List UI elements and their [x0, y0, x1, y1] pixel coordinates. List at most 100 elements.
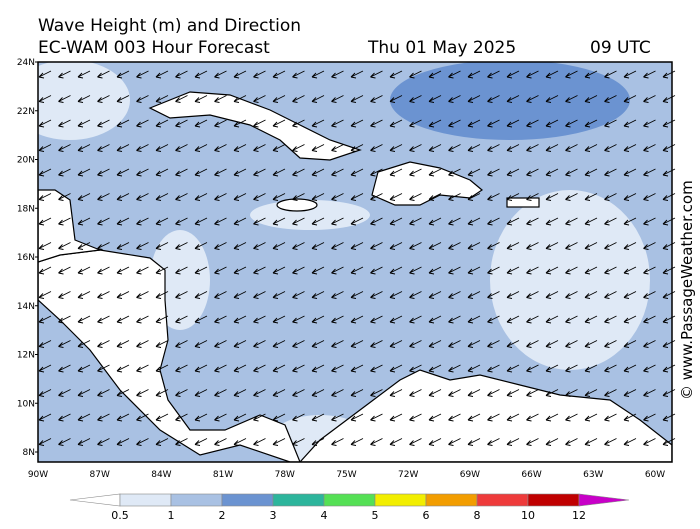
- arrow: [272, 389, 286, 397]
- colorbar-label: 1: [168, 509, 175, 522]
- arrow: [604, 144, 617, 152]
- arrow: [370, 364, 383, 373]
- arrow: [97, 266, 110, 275]
- arrow: [155, 70, 169, 79]
- arrow: [428, 389, 442, 397]
- arrow: [389, 95, 403, 103]
- arrow: [253, 144, 266, 152]
- arrow: [77, 291, 91, 299]
- arrow: [409, 193, 422, 201]
- arrow: [389, 438, 403, 446]
- arrow: [428, 315, 442, 324]
- arrow: [487, 266, 500, 275]
- arrow: [233, 413, 247, 422]
- arrow: [604, 193, 617, 201]
- colorbar-label: 4: [321, 509, 328, 522]
- arrow: [233, 95, 247, 103]
- lon-label: 63W: [583, 470, 603, 480]
- lat-label: 14N: [17, 302, 35, 312]
- arrow: [662, 389, 676, 397]
- arrow: [584, 315, 598, 324]
- arrow: [389, 340, 403, 348]
- arrow: [428, 217, 442, 226]
- arrow: [116, 242, 130, 250]
- arrow: [233, 242, 247, 250]
- arrow: [77, 193, 91, 201]
- arrow: [38, 242, 52, 250]
- arrow: [584, 70, 598, 79]
- arrow: [155, 119, 169, 128]
- arrow: [448, 168, 461, 177]
- arrow: [428, 70, 442, 79]
- arrow: [467, 70, 481, 79]
- arrow: [526, 340, 539, 348]
- arrow: [136, 95, 149, 103]
- arrow: [214, 340, 227, 348]
- colorbar-bin: [527, 493, 580, 507]
- arrow: [662, 119, 676, 128]
- arrow: [233, 266, 247, 275]
- arrow: [545, 364, 559, 373]
- arrow: [311, 242, 325, 250]
- arrow: [194, 168, 208, 177]
- arrow: [311, 266, 325, 275]
- lat-label: 8N: [23, 448, 35, 458]
- arrow: [194, 95, 208, 103]
- arrow: [350, 438, 364, 446]
- arrow: [623, 340, 637, 348]
- arrow: [38, 95, 52, 103]
- arrow: [487, 315, 500, 324]
- arrow: [643, 291, 656, 299]
- arrow: [409, 364, 422, 373]
- arrow: [194, 242, 208, 250]
- arrow: [214, 217, 227, 226]
- arrow: [272, 242, 286, 250]
- arrow: [97, 389, 110, 397]
- arrow: [311, 291, 325, 299]
- arrow: [409, 315, 422, 324]
- arrow: [623, 193, 637, 201]
- arrow: [623, 438, 637, 446]
- arrow: [272, 364, 286, 373]
- arrow: [448, 266, 461, 275]
- arrow: [643, 315, 656, 324]
- arrow: [643, 119, 656, 128]
- arrow: [565, 168, 578, 177]
- arrow: [136, 168, 149, 177]
- arrow: [604, 438, 617, 446]
- arrow: [662, 438, 676, 446]
- lon-label: 72W: [398, 470, 418, 480]
- arrow: [97, 193, 110, 201]
- lat-label: 12N: [17, 351, 35, 361]
- arrow: [545, 242, 559, 250]
- arrow: [604, 217, 617, 226]
- arrow: [467, 144, 481, 152]
- arrow: [155, 389, 169, 397]
- arrow: [506, 438, 520, 446]
- arrow: [643, 413, 656, 422]
- arrow: [467, 438, 481, 446]
- arrow: [272, 70, 286, 79]
- arrow: [350, 193, 364, 201]
- arrow: [623, 413, 637, 422]
- arrow: [116, 266, 130, 275]
- colorbar-label: 6: [423, 509, 430, 522]
- arrow: [38, 315, 52, 324]
- arrow: [214, 95, 227, 103]
- arrow: [584, 217, 598, 226]
- arrow: [214, 119, 227, 128]
- arrow: [545, 144, 559, 152]
- arrow: [526, 315, 539, 324]
- arrow: [370, 168, 383, 177]
- arrow: [389, 389, 403, 397]
- arrow: [623, 364, 637, 373]
- arrow: [331, 119, 344, 128]
- arrow: [194, 217, 208, 226]
- arrow: [331, 364, 344, 373]
- arrow: [233, 389, 247, 397]
- arrow: [448, 291, 461, 299]
- arrow: [545, 266, 559, 275]
- arrow: [292, 389, 305, 397]
- arrow: [331, 315, 344, 324]
- arrow: [370, 119, 383, 128]
